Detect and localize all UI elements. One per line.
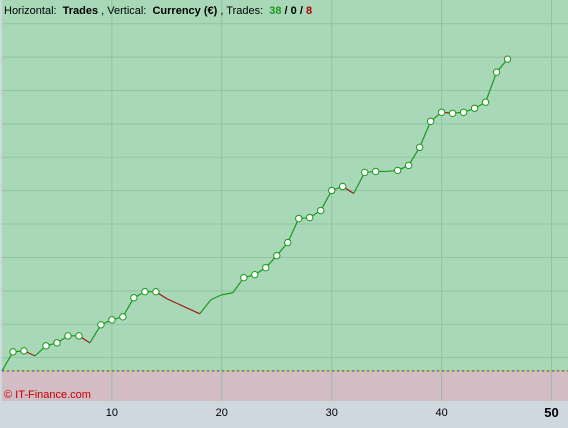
equity-segment-win [419, 121, 432, 148]
equity-segment-loss [177, 303, 190, 310]
equity-segment-loss [188, 308, 201, 315]
trades-sep-1: / [285, 5, 291, 17]
trade-marker [492, 68, 501, 76]
x-tick-label: 50 [544, 405, 558, 420]
trade-marker [152, 288, 160, 296]
trade-markers [9, 55, 512, 356]
horizontal-value: Trades [63, 5, 98, 17]
trade-marker [240, 273, 248, 282]
trades-sep-2: / [300, 5, 306, 17]
watermark: © IT-Finance.com [4, 389, 91, 401]
trade-marker [360, 168, 369, 177]
trade-marker [437, 108, 446, 116]
trade-marker [108, 316, 116, 324]
trade-marker [306, 213, 314, 222]
trade-marker [20, 347, 28, 355]
trade-marker [141, 288, 149, 296]
horizontal-label: Horizontal: [4, 5, 57, 17]
x-tick-label: 40 [435, 407, 447, 419]
equity-segment-win [221, 292, 233, 296]
trade-marker [251, 270, 259, 279]
trade-marker [459, 108, 468, 116]
gridlines [2, 0, 568, 401]
trades-label: , Trades: [220, 5, 263, 17]
chart-header: Horizontal: Trades , Vertical: Currency … [4, 5, 312, 17]
equity-segment-win [485, 71, 498, 103]
trade-marker [295, 214, 303, 223]
x-axis-ticks: 10 20 30 40 50 [106, 405, 559, 420]
profit-area [2, 0, 568, 371]
x-tick-label: 30 [326, 407, 338, 419]
vertical-value: Currency (€) [152, 5, 217, 17]
trade-marker [119, 313, 127, 321]
loss-area [2, 370, 568, 401]
equity-segment-win [287, 218, 300, 243]
trade-marker [97, 321, 105, 329]
trade-marker [75, 332, 83, 340]
trade-marker [317, 206, 325, 215]
trade-marker [371, 167, 380, 176]
trade-marker [64, 332, 72, 340]
trade-marker [470, 104, 479, 112]
x-tick-label: 10 [106, 407, 118, 419]
trade-marker [503, 55, 512, 63]
trade-marker [448, 109, 457, 117]
equity-segment-win [210, 294, 223, 301]
trade-marker [426, 117, 435, 126]
trade-marker [338, 182, 347, 191]
x-tick-label: 20 [216, 407, 228, 419]
equity-segment-win [199, 299, 212, 315]
trade-marker [415, 143, 424, 152]
trade-marker [273, 251, 281, 260]
trade-marker [262, 263, 270, 272]
trades-even-count: 0 [291, 5, 297, 17]
trade-marker [284, 238, 292, 247]
trade-marker [130, 294, 138, 302]
trade-marker [328, 186, 336, 195]
trade-marker [53, 339, 61, 347]
equity-segment-win [320, 190, 333, 211]
trade-marker [404, 161, 413, 170]
trade-marker [9, 348, 17, 356]
trade-marker [42, 342, 50, 350]
equity-segment-loss [166, 298, 179, 305]
trade-marker [393, 166, 402, 175]
trades-loss-count: 8 [306, 5, 312, 17]
trade-marker [481, 98, 490, 106]
equity-segment-win [353, 172, 366, 194]
trades-win-count: 38 [269, 5, 281, 17]
vertical-label: , Vertical: [101, 5, 146, 17]
